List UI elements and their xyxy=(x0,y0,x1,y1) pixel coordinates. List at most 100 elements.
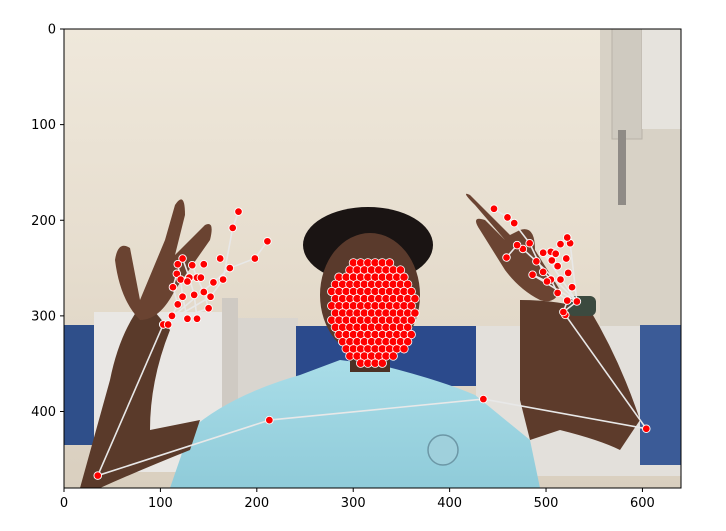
right-hand-keypoint xyxy=(562,254,571,263)
right-hand-keypoint xyxy=(562,233,572,242)
left-hand-keypoint xyxy=(189,290,199,300)
right-hand-keypoint xyxy=(553,288,562,298)
y-tick-label: 300 xyxy=(31,309,56,324)
axes-frame xyxy=(63,28,682,489)
x-tick-label: 600 xyxy=(630,496,655,511)
right-hand-keypoint xyxy=(567,282,577,292)
right-hand-keypoint xyxy=(562,296,572,305)
skeleton-line xyxy=(97,324,165,476)
right-hand-keypoint xyxy=(489,204,499,214)
face-mesh-point xyxy=(406,329,416,340)
skeleton-line xyxy=(229,257,256,269)
left-hand-keypoint xyxy=(206,292,215,302)
face-mesh-point xyxy=(388,351,398,361)
pose-keypoint xyxy=(93,471,102,480)
pose-keypoint xyxy=(265,415,274,425)
right-hand-keypoint xyxy=(556,275,565,284)
left-hand-skin xyxy=(115,199,212,320)
x-tick-label: 100 xyxy=(148,496,173,511)
y-tick-label: 100 xyxy=(31,118,56,133)
right-hand-keypoint xyxy=(563,268,573,278)
x-axis-ticks: 0 100 200 300 400 500 600 xyxy=(60,488,655,511)
partition-left-blue xyxy=(64,325,94,445)
face-mesh-point xyxy=(406,315,416,325)
y-tick-label: 200 xyxy=(31,214,56,229)
cabinet-side xyxy=(642,29,681,129)
right-hand-keypoint xyxy=(553,261,562,271)
right-hand-keypoint xyxy=(538,267,548,277)
right-hand-keypoint xyxy=(556,239,565,249)
left-hand-keypoint xyxy=(218,275,228,284)
y-tick-label: 0 xyxy=(48,23,56,38)
left-hand-keypoint xyxy=(178,254,187,263)
skeleton-line xyxy=(569,243,578,302)
face-mesh-point xyxy=(403,279,413,289)
pose-keypoint xyxy=(642,424,651,433)
left-hand-keypoint xyxy=(204,303,213,313)
skeleton-line xyxy=(269,398,484,421)
right-hand-keypoint xyxy=(542,277,552,286)
right-hand-keypoint xyxy=(518,244,528,254)
right-hand-keypoint xyxy=(509,218,519,228)
wall-cabinet xyxy=(611,29,643,140)
left-arm xyxy=(80,300,200,488)
pipe xyxy=(618,130,626,205)
left-hand-keypoint xyxy=(168,282,178,292)
shirt-logo xyxy=(427,434,459,466)
face-mesh-point xyxy=(399,272,409,282)
right-hand-keypoint xyxy=(525,238,534,248)
skeleton-line xyxy=(564,314,647,430)
left-hand-keypoint xyxy=(183,314,192,323)
x-tick-label: 500 xyxy=(534,496,559,511)
keypoints xyxy=(93,204,651,480)
face-mesh-point xyxy=(384,258,395,268)
left-hand-keypoint xyxy=(196,273,206,282)
x-tick-label: 0 xyxy=(60,496,68,511)
left-hand-keypoint xyxy=(173,259,183,269)
right-hand-keypoint xyxy=(572,297,582,306)
left-hand-keypoint xyxy=(187,260,197,270)
partition-right-blue xyxy=(640,325,681,465)
right-hand-keypoint xyxy=(502,253,511,262)
face-mesh-point xyxy=(406,301,416,311)
photo xyxy=(64,29,681,488)
right-hand-keypoint xyxy=(547,256,557,265)
x-tick-label: 400 xyxy=(437,496,462,511)
y-tick-label: 400 xyxy=(31,405,56,420)
face-mesh-point xyxy=(406,286,416,297)
skeleton-line xyxy=(483,398,647,430)
left-hand-keypoint xyxy=(199,259,209,269)
left-hand-keypoint xyxy=(263,237,272,246)
x-tick-label: 300 xyxy=(341,496,366,511)
right-hand-keypoint xyxy=(512,240,522,250)
left-hand-keypoint xyxy=(163,320,173,329)
face-mesh-point xyxy=(395,265,406,275)
right-hand-keypoint xyxy=(503,213,512,222)
right-hand-keypoint xyxy=(532,257,541,266)
face-mesh-point xyxy=(377,358,387,368)
left-hand-keypoint xyxy=(209,278,218,287)
face-mesh-point xyxy=(410,294,420,304)
right-hand-keypoint xyxy=(538,248,548,258)
right-hand-keypoint xyxy=(528,270,537,280)
face-mesh-point xyxy=(403,337,413,347)
left-hand-keypoint xyxy=(225,263,235,273)
left-hand-keypoint xyxy=(228,223,237,233)
left-hand-keypoint xyxy=(234,207,243,216)
skeleton-line xyxy=(222,227,234,280)
left-hand-keypoint xyxy=(250,254,260,263)
left-hand-keypoint xyxy=(167,311,177,321)
face-mesh-point xyxy=(410,308,420,318)
left-hand-keypoint xyxy=(173,300,183,309)
left-hand-keypoint xyxy=(172,269,182,279)
face-mesh-points xyxy=(327,258,420,368)
left-hand-keypoint xyxy=(192,314,202,323)
skeleton-line xyxy=(97,419,270,477)
y-axis-ticks: 0 100 200 300 400 xyxy=(31,23,64,420)
right-arm xyxy=(520,300,640,450)
left-hand-keypoint xyxy=(183,277,192,286)
right-hand-keypoint xyxy=(551,249,560,258)
pose-keypoint xyxy=(479,394,488,404)
left-hand-keypoint xyxy=(178,292,187,302)
